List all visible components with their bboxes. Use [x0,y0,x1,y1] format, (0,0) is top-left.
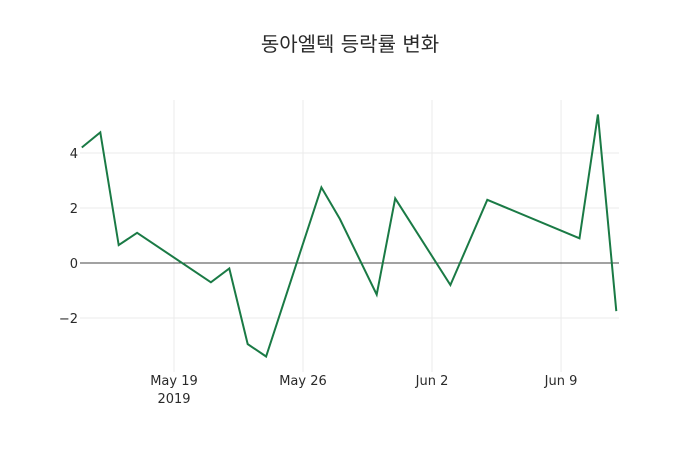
y-tick-label: −2 [59,312,78,327]
x-tick-label: Jun 9 [544,374,578,389]
x-tick-label: May 26 [279,374,327,389]
y-axis-ticks: 4 2 0 −2 [59,147,78,327]
chart-title: 동아엘텍 등락률 변화 [260,32,440,56]
x-tick-year-label: 2019 [157,392,190,407]
gridlines [80,100,619,372]
x-tick-label: Jun 2 [415,374,449,389]
y-tick-label: 0 [70,257,78,272]
x-tick-label: May 19 [150,374,198,389]
y-tick-label: 2 [70,202,78,217]
x-axis-ticks: May 19 2019 May 26 Jun 2 Jun 9 [150,374,577,407]
data-line [81,114,618,359]
y-tick-label: 4 [70,147,78,162]
